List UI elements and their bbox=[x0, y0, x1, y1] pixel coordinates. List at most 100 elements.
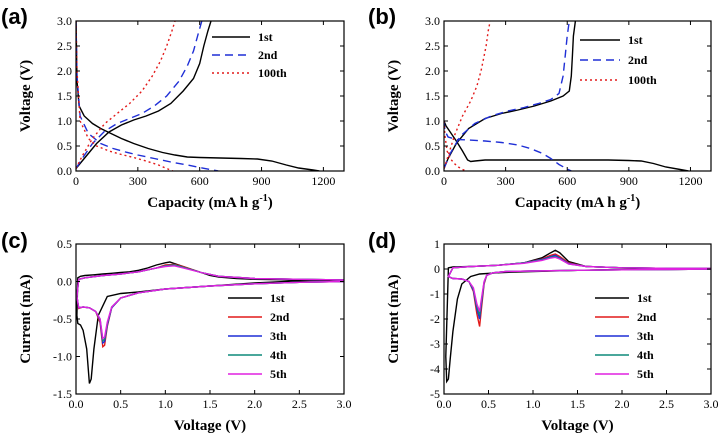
panel-label: (d) bbox=[368, 228, 396, 253]
legend-label: 3th bbox=[637, 329, 654, 343]
legend-label: 5th bbox=[270, 367, 287, 381]
legend-label: 1st bbox=[628, 33, 643, 47]
x-axis-label: Capacity (mA h g-1) bbox=[515, 193, 640, 211]
x-tick-label: 600 bbox=[191, 174, 209, 188]
y-tick-label: 3.0 bbox=[57, 14, 72, 28]
y-tick-label: 0 bbox=[434, 262, 440, 276]
series-line-2nd bbox=[444, 120, 572, 171]
y-tick-label: 1.0 bbox=[425, 114, 440, 128]
y-axis-label: Voltage (V) bbox=[18, 60, 34, 132]
legend-label: 3th bbox=[270, 329, 287, 343]
y-tick-label: 1.0 bbox=[57, 114, 72, 128]
y-tick-label: 1 bbox=[434, 237, 440, 251]
y-tick-label: 0.5 bbox=[425, 139, 440, 153]
x-tick-label: 1200 bbox=[311, 174, 335, 188]
x-tick-label: 1.0 bbox=[526, 397, 541, 411]
x-tick-label: 300 bbox=[129, 174, 147, 188]
series-line-100th bbox=[76, 21, 174, 171]
x-tick-label: 900 bbox=[620, 174, 638, 188]
x-axis-label: Voltage (V) bbox=[541, 418, 613, 434]
x-tick-label: 0 bbox=[73, 174, 79, 188]
y-tick-label: -4 bbox=[430, 362, 440, 376]
y-tick-label: 1.5 bbox=[425, 89, 440, 103]
series-line-1st bbox=[76, 261, 344, 384]
legend-label: 5th bbox=[637, 367, 654, 381]
panel-label: (a) bbox=[1, 4, 28, 29]
y-tick-label: 0.5 bbox=[57, 139, 72, 153]
panel-label: (c) bbox=[1, 228, 28, 253]
legend-label: 2nd bbox=[258, 48, 278, 62]
legend-label: 100th bbox=[258, 66, 287, 80]
y-axis-label: Voltage (V) bbox=[386, 60, 402, 132]
y-axis-label: Current (mA) bbox=[18, 274, 34, 363]
x-tick-label: 300 bbox=[497, 174, 515, 188]
x-tick-label: 0.5 bbox=[481, 397, 496, 411]
x-tick-label: 0.0 bbox=[437, 397, 452, 411]
panel-c: 0.0 0.5 1.0 1.5 2.0 2.5 3.0 -1.5 -1.0 -0.5 0.0 0.5 V… bbox=[1, 228, 352, 434]
y-tick-label: 0.5 bbox=[57, 237, 72, 251]
x-tick-label: 1200 bbox=[678, 174, 702, 188]
y-tick-label: -0.5 bbox=[53, 312, 72, 326]
y-tick-label: 2.0 bbox=[425, 64, 440, 78]
x-tick-label: 2.0 bbox=[247, 397, 262, 411]
panel-b: 0 300 600 900 1200 0.0 0.5 1.0 1.5 2.0 2.5 3.0 Capac… bbox=[368, 4, 712, 211]
legend-label: 1st bbox=[258, 30, 273, 44]
y-tick-label: 1.5 bbox=[57, 89, 72, 103]
series-line-2nd-charge bbox=[76, 21, 203, 169]
legend-label: 4th bbox=[637, 348, 654, 362]
panel-label: (b) bbox=[368, 4, 396, 29]
x-tick-label: 600 bbox=[558, 174, 576, 188]
legend-label: 2nd bbox=[628, 53, 648, 67]
legend-label: 4th bbox=[270, 348, 287, 362]
y-tick-label: 0.0 bbox=[57, 275, 72, 289]
series-line-100th-charge bbox=[444, 21, 491, 169]
plot-frame bbox=[75, 20, 345, 172]
series-line-100th-charge bbox=[76, 21, 176, 169]
x-tick-label: 2.0 bbox=[615, 397, 630, 411]
legend-label: 2nd bbox=[270, 310, 290, 324]
series-line-2nd-charge bbox=[444, 21, 570, 169]
series-line-1st bbox=[76, 21, 320, 171]
x-tick-label: 2.5 bbox=[292, 397, 307, 411]
y-tick-label: -3 bbox=[430, 337, 440, 351]
x-tick-label: 3.0 bbox=[704, 397, 719, 411]
series-line-1st-charge bbox=[444, 21, 577, 169]
x-tick-label: 3.0 bbox=[337, 397, 352, 411]
plot-frame bbox=[443, 20, 712, 172]
x-axis-label: Capacity (mA h g-1) bbox=[147, 193, 272, 211]
x-tick-label: 900 bbox=[253, 174, 271, 188]
x-tick-label: 2.5 bbox=[659, 397, 674, 411]
y-tick-label: 2.0 bbox=[57, 64, 72, 78]
series-line-2nd bbox=[76, 21, 219, 171]
series-line-2nd bbox=[76, 263, 344, 349]
series-line-1st bbox=[444, 120, 689, 171]
x-tick-label: 1.5 bbox=[570, 397, 585, 411]
series-line-100th bbox=[444, 120, 467, 171]
series-line-5th bbox=[447, 256, 711, 312]
panel-d: 0.0 0.5 1.0 1.5 2.0 2.5 3.0 -5 -4 -3 -2 -1 0 1 Voltage… bbox=[368, 228, 719, 434]
series-line-1st-charge bbox=[76, 21, 212, 169]
x-tick-label: 1.0 bbox=[158, 397, 173, 411]
legend-label: 1st bbox=[637, 291, 652, 305]
x-tick-label: 0 bbox=[441, 174, 447, 188]
legend-label: 100th bbox=[628, 73, 657, 87]
y-tick-label: 2.5 bbox=[425, 39, 440, 53]
y-tick-label: -1.0 bbox=[53, 350, 72, 364]
y-tick-label: 0.0 bbox=[57, 164, 72, 178]
y-tick-label: -1.5 bbox=[53, 387, 72, 401]
legend-label: 1st bbox=[270, 291, 285, 305]
x-tick-label: 0.5 bbox=[113, 397, 128, 411]
y-tick-label: 3.0 bbox=[425, 14, 440, 28]
y-tick-label: -5 bbox=[430, 387, 440, 401]
y-tick-label: 0.0 bbox=[425, 164, 440, 178]
legend-label: 2nd bbox=[637, 310, 657, 324]
y-tick-label: -1 bbox=[430, 287, 440, 301]
series-line-3th bbox=[76, 264, 344, 345]
plot-frame bbox=[75, 243, 345, 395]
y-tick-label: -2 bbox=[430, 312, 440, 326]
y-tick-label: 2.5 bbox=[57, 39, 72, 53]
y-axis-label: Current (mA) bbox=[386, 274, 402, 363]
series-line-5th bbox=[76, 265, 344, 340]
panel-a: 0 300 600 900 1200 0.0 0.5 1.0 1.5 2.0 2.5 3.0 Capac… bbox=[1, 4, 345, 211]
